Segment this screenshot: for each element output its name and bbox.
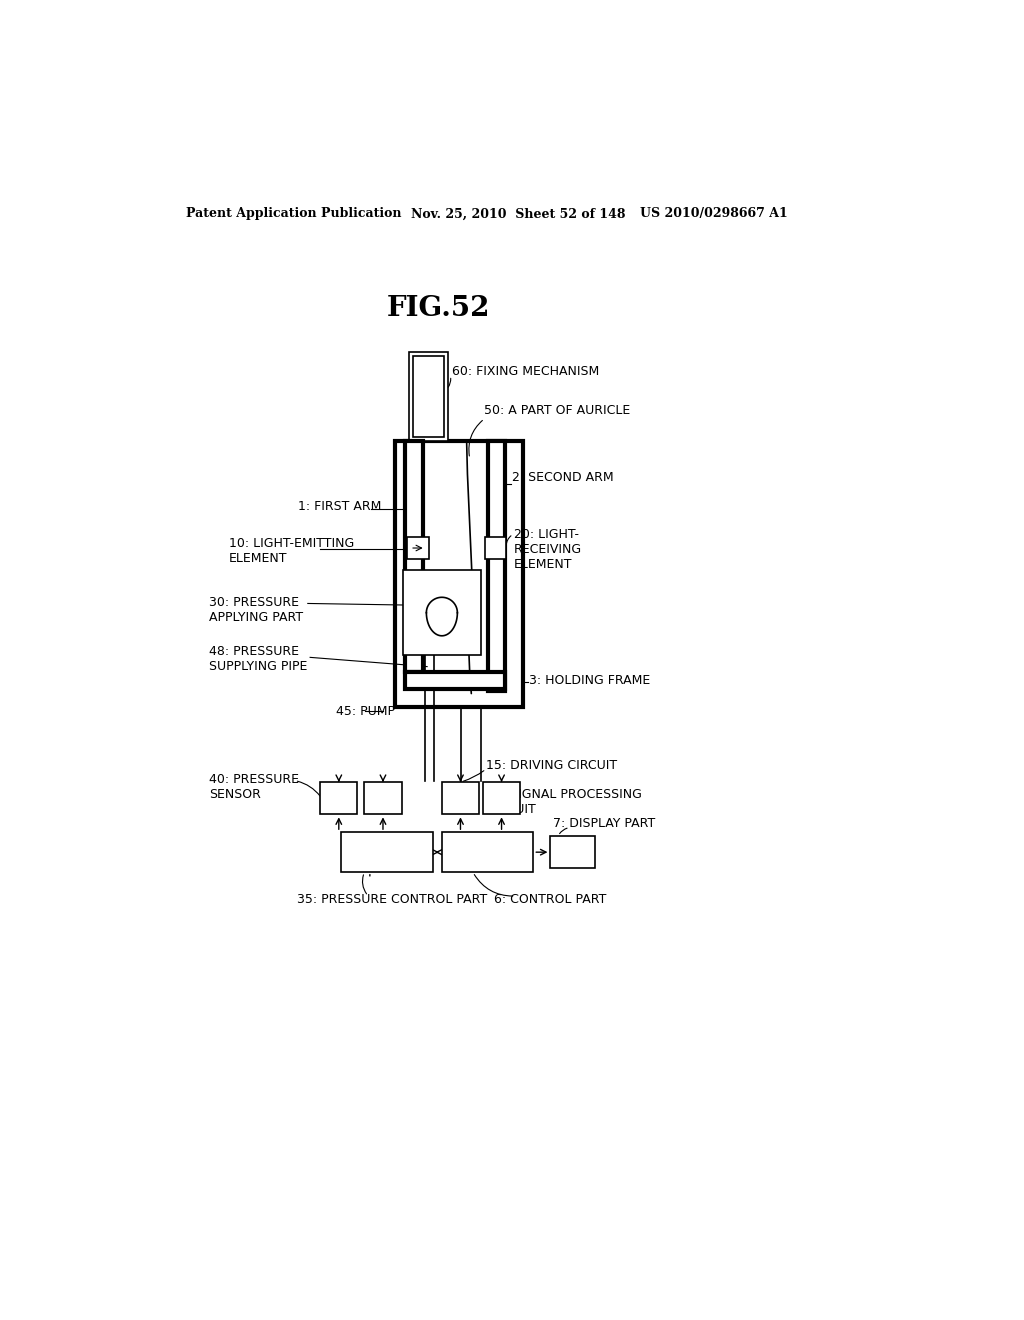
Text: 6: CONTROL PART: 6: CONTROL PART — [494, 892, 606, 906]
Text: 50: A PART OF AURICLE: 50: A PART OF AURICLE — [484, 404, 631, 417]
Bar — [321, 781, 357, 814]
Text: 25: SIGNAL PROCESSING
CIRCUIT: 25: SIGNAL PROCESSING CIRCUIT — [486, 788, 642, 816]
Text: 35: PRESSURE CONTROL PART: 35: PRESSURE CONTROL PART — [297, 892, 487, 906]
Text: 2: SECOND ARM: 2: SECOND ARM — [512, 471, 613, 484]
Text: 1: FIRST ARM: 1: FIRST ARM — [299, 500, 382, 513]
Bar — [406, 672, 506, 689]
Bar — [341, 832, 432, 873]
Text: 10: LIGHT-EMITTING
ELEMENT: 10: LIGHT-EMITTING ELEMENT — [228, 537, 354, 565]
Text: Patent Application Publication: Patent Application Publication — [186, 207, 401, 220]
Bar — [395, 441, 523, 706]
Bar — [406, 441, 423, 672]
Bar — [483, 781, 520, 814]
Text: 48: PRESSURE
SUPPLYING PIPE: 48: PRESSURE SUPPLYING PIPE — [209, 645, 308, 673]
Bar — [403, 570, 480, 655]
Bar — [365, 781, 401, 814]
Text: US 2010/0298667 A1: US 2010/0298667 A1 — [640, 207, 787, 220]
Text: 60: FIXING MECHANISM: 60: FIXING MECHANISM — [452, 366, 599, 379]
Bar — [442, 781, 479, 814]
Text: 40: PRESSURE
SENSOR: 40: PRESSURE SENSOR — [209, 774, 299, 801]
Bar — [484, 537, 506, 558]
Text: 7: DISPLAY PART: 7: DISPLAY PART — [553, 817, 655, 830]
Bar — [442, 832, 534, 873]
Bar — [410, 352, 449, 441]
Text: 3: HOLDING FRAME: 3: HOLDING FRAME — [529, 675, 650, 686]
Bar — [550, 836, 595, 869]
Text: 15: DRIVING CIRCUIT: 15: DRIVING CIRCUIT — [486, 759, 617, 772]
Text: 20: LIGHT-
RECEIVING
ELEMENT: 20: LIGHT- RECEIVING ELEMENT — [514, 528, 582, 572]
Text: 30: PRESSURE
APPLYING PART: 30: PRESSURE APPLYING PART — [209, 595, 303, 624]
Text: 45: PUMP: 45: PUMP — [336, 705, 394, 718]
Bar — [414, 356, 444, 437]
Text: Nov. 25, 2010  Sheet 52 of 148: Nov. 25, 2010 Sheet 52 of 148 — [411, 207, 626, 220]
Bar — [407, 537, 429, 558]
Bar — [488, 441, 506, 692]
Text: FIG.52: FIG.52 — [386, 296, 489, 322]
